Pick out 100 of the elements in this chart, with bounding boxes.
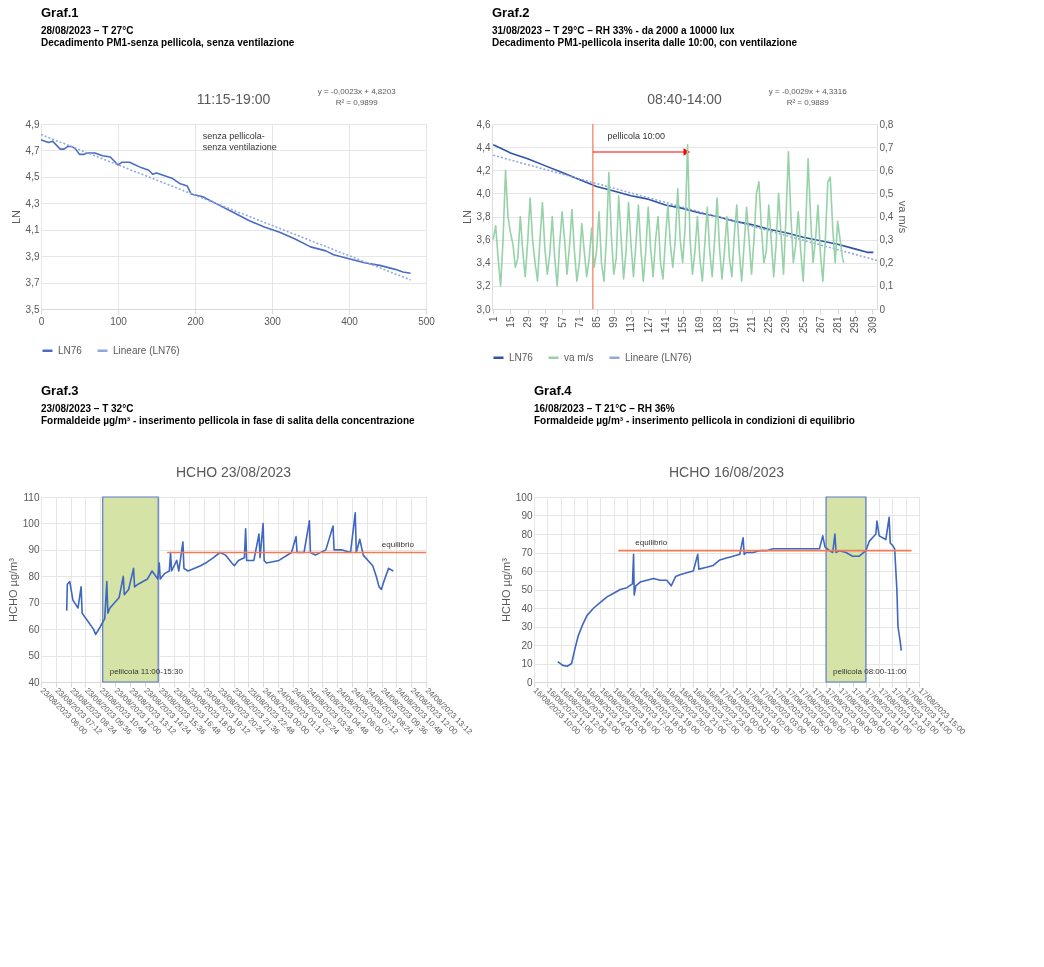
chart-title: Graf.1	[41, 5, 79, 20]
chart-subtitle: 31/08/2023 – T 29°C – RH 33% - da 2000 a 10000 lux	[492, 25, 735, 36]
x-tick-label: 225	[763, 316, 775, 334]
x-tick-label: 100	[110, 315, 128, 327]
y-tick-label: 3,8	[476, 211, 491, 222]
y-tick-label: 80	[28, 570, 40, 582]
y-tick-label: 70	[521, 547, 533, 558]
x-tick-label: 211	[746, 316, 758, 333]
x-tick-label: 197	[728, 316, 740, 334]
x-tick-label: 15	[504, 316, 516, 328]
y-axis-title: LN	[460, 209, 473, 225]
text: Formaldeide µg/m³ - inserimento pellicola in fase di salita della concentrazione	[41, 415, 416, 426]
x-tick-label: 113	[625, 316, 637, 333]
y-tick-label: 4,6	[476, 118, 491, 130]
y2-tick-label: 0,1	[879, 280, 894, 292]
y-axis-title: HCHO µg/m³	[6, 557, 19, 622]
y-tick-label: 30	[521, 621, 533, 632]
y-tick-label: 4,4	[476, 141, 491, 153]
x-tick-label: 43	[539, 316, 551, 328]
y2-axis-title: va m/s	[897, 200, 910, 234]
y-tick-label: 3,6	[476, 234, 491, 246]
y-tick-label: 4,0	[476, 187, 491, 199]
x-tick-label: 169	[694, 316, 706, 334]
y-tick-label: 3,4	[476, 257, 491, 269]
y-tick-label: 90	[521, 510, 533, 521]
x-tick-label: 281	[832, 316, 844, 334]
y2-tick-label: 0,3	[879, 234, 894, 246]
y-tick-label: 10	[521, 658, 533, 669]
chart-title: Graf.2	[492, 5, 530, 20]
y2-tick-label: 0,7	[879, 141, 894, 153]
y2-tick-label: 0,4	[879, 211, 894, 222]
text: R² = 0,9889	[786, 98, 830, 107]
y-tick-label: 110	[23, 491, 40, 503]
y-tick-label: 4,7	[25, 144, 40, 156]
x-tick-label: 239	[780, 316, 792, 334]
y-tick-label: 60	[28, 623, 40, 635]
text: y = -0,0023x + 4,8203	[317, 87, 397, 96]
text: Decadimento PM1-senza pellicola, senza ventilazione	[41, 37, 295, 48]
y-tick-label: 4,9	[25, 118, 40, 130]
chart-title: Graf.3	[41, 383, 79, 398]
x-tick-label: 85	[591, 316, 603, 328]
text: 11:15-19:00	[196, 91, 271, 107]
x-tick-label: 200	[187, 315, 205, 327]
x-tick-label: 57	[556, 316, 568, 328]
chart-subtitle: 28/08/2023 – T 27°C	[41, 25, 134, 36]
y-tick-label: 3,7	[25, 277, 40, 289]
text: Formaldeide µg/m³ - inserimento pellicola in condizioni di equilibrio	[534, 415, 855, 426]
y-tick-label: 3,9	[25, 250, 40, 262]
line-series	[492, 144, 845, 287]
line-series	[492, 144, 875, 254]
annotation: senza pellicola- senza ventilazione	[202, 131, 277, 152]
y-tick-label: 4,3	[25, 197, 40, 209]
y-tick-label: 100	[515, 491, 533, 503]
y-tick-label: 4,1	[25, 224, 40, 236]
y-tick-label: 40	[521, 602, 533, 614]
y-tick-label: 90	[28, 544, 40, 556]
x-tick-label: 155	[677, 316, 689, 334]
y-tick-label: 4,5	[25, 171, 40, 183]
x-tick-label: 1	[487, 316, 499, 323]
x-tick-label: 295	[849, 316, 861, 334]
annotation: pellicola 10:00	[607, 131, 666, 141]
x-tick-label: 300	[264, 315, 282, 327]
chart-subtitle: 23/08/2023 – T 32°C	[41, 403, 134, 414]
legend-label: LN76	[58, 344, 83, 356]
y2-tick-label: 0,2	[879, 257, 894, 269]
y-tick-label: 20	[521, 639, 533, 651]
y-tick-label: 70	[28, 597, 40, 609]
y-tick-label: 80	[521, 528, 533, 540]
x-tick-label: 253	[797, 316, 809, 334]
text: 08:40-14:00	[647, 91, 723, 107]
text: HCHO 23/08/2023	[175, 464, 292, 480]
chart-title: Graf.4	[534, 383, 573, 398]
y-tick-label: 0	[526, 676, 533, 688]
y-tick-label: 40	[28, 676, 40, 688]
x-tick-label: 71	[573, 316, 585, 328]
legend-label: LN76	[509, 351, 534, 363]
y-axis-title: HCHO µg/m³	[499, 557, 512, 622]
y-axis-title: LN	[9, 209, 22, 225]
x-tick-label: 29	[522, 316, 534, 328]
y2-tick-label: 0,6	[879, 164, 894, 176]
y2-tick-label: 0	[879, 303, 886, 315]
legend-label: Lineare (LN76)	[625, 351, 692, 363]
x-tick-label: 309	[866, 316, 878, 334]
text: Decadimento PM1-pellicola inserita dalle 10:00, con ventilazione	[492, 37, 798, 48]
y-tick-label: 100	[22, 517, 40, 529]
y-tick-label: 3,5	[25, 303, 40, 315]
x-tick-label: 141	[659, 316, 671, 334]
y-tick-label: 3,2	[476, 280, 491, 292]
text: R² = 0,9899	[335, 98, 379, 107]
annotation: equilibrio	[635, 537, 668, 547]
y2-tick-label: 0,8	[879, 118, 894, 130]
y-tick-label: 3,0	[476, 303, 491, 315]
legend-label: va m/s	[564, 351, 594, 363]
y-tick-label: 60	[521, 565, 533, 577]
x-tick-label: 127	[642, 316, 654, 334]
line-series	[556, 516, 903, 668]
x-tick-label: 99	[608, 316, 620, 328]
x-tick-label: 183	[711, 316, 723, 334]
y-tick-label: 50	[28, 650, 40, 662]
y-tick-label: 50	[521, 584, 533, 595]
